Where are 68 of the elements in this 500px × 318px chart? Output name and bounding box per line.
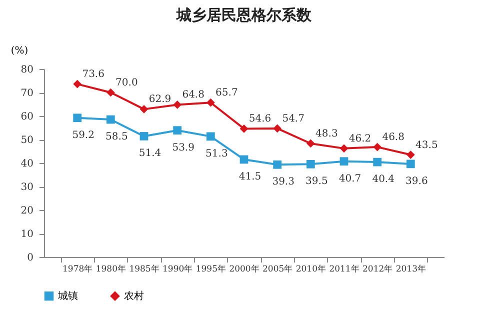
data-label: 43.5 <box>416 140 438 151</box>
point <box>373 158 382 166</box>
point <box>340 144 348 153</box>
point <box>140 105 148 114</box>
data-label: 40.7 <box>338 173 362 184</box>
data-label: 73.6 <box>82 69 104 80</box>
data-label: 70.0 <box>116 78 138 88</box>
point <box>173 126 182 135</box>
x-tick-label: 2011年 <box>329 264 360 274</box>
point <box>406 160 415 168</box>
data-label: 54.6 <box>248 114 272 125</box>
data-label: 58.5 <box>106 132 128 143</box>
data-label: 65.7 <box>216 88 238 99</box>
point <box>373 142 382 152</box>
y-axis-title: (%) <box>10 46 28 56</box>
x-tick-label: 1980年 <box>96 264 126 274</box>
point <box>73 80 82 88</box>
data-label: 46.8 <box>382 132 404 144</box>
data-label: 59.2 <box>72 130 94 141</box>
x-tick-label: 2013年 <box>396 264 426 274</box>
x-tick-label: 1995年 <box>196 264 226 274</box>
data-label: 62.9 <box>148 94 172 106</box>
point <box>340 157 348 166</box>
y-tick-label: 30 <box>20 182 34 193</box>
data-label: 51.4 <box>138 148 162 160</box>
point <box>273 160 282 169</box>
legend-label: 农村 <box>124 290 144 302</box>
y-tick-label: 0 <box>27 252 34 264</box>
chart-title: 城乡居民恩格尔系数 <box>176 6 312 24</box>
x-tick-label: 2000年 <box>229 264 260 274</box>
x-tick-label: 1990年 <box>162 264 194 274</box>
data-label: 39.6 <box>406 176 428 187</box>
data-label: 39.5 <box>306 176 328 188</box>
data-label: 46.2 <box>348 133 372 144</box>
y-tick-label: 60 <box>20 112 34 122</box>
data-label: 53.9 <box>172 142 194 154</box>
y-tick-label: 50 <box>20 135 34 146</box>
y-tick-label: 80 <box>20 64 34 76</box>
point <box>306 139 315 148</box>
point <box>106 115 115 124</box>
x-tick-label: 2012年 <box>362 264 394 274</box>
data-label: 48.3 <box>316 128 338 140</box>
point <box>206 98 215 107</box>
point <box>140 132 148 140</box>
data-label: 64.8 <box>182 90 204 101</box>
x-tick-label: 1985年 <box>129 264 160 274</box>
data-label: 54.7 <box>282 113 304 124</box>
point <box>273 124 282 133</box>
point <box>306 160 315 168</box>
data-label: 51.3 <box>206 148 228 160</box>
data-label: 39.3 <box>272 176 294 188</box>
point <box>240 155 248 164</box>
y-tick-label: 20 <box>20 206 34 216</box>
legend-label: 城镇 <box>57 290 78 302</box>
y-tick-label: 40 <box>20 158 34 170</box>
y-tick-label: 10 <box>20 229 34 240</box>
point <box>406 150 415 159</box>
x-tick-label: 2010年 <box>296 264 326 274</box>
y-tick-label: 70 <box>20 88 34 99</box>
point <box>106 88 115 97</box>
point <box>206 132 215 141</box>
point <box>73 114 82 122</box>
data-label: 41.5 <box>238 171 262 182</box>
data-label: 40.4 <box>372 174 394 186</box>
point <box>240 124 248 133</box>
x-tick-label: 1978年 <box>62 264 94 274</box>
x-tick-label: 2005年 <box>262 264 294 274</box>
point <box>173 100 182 109</box>
